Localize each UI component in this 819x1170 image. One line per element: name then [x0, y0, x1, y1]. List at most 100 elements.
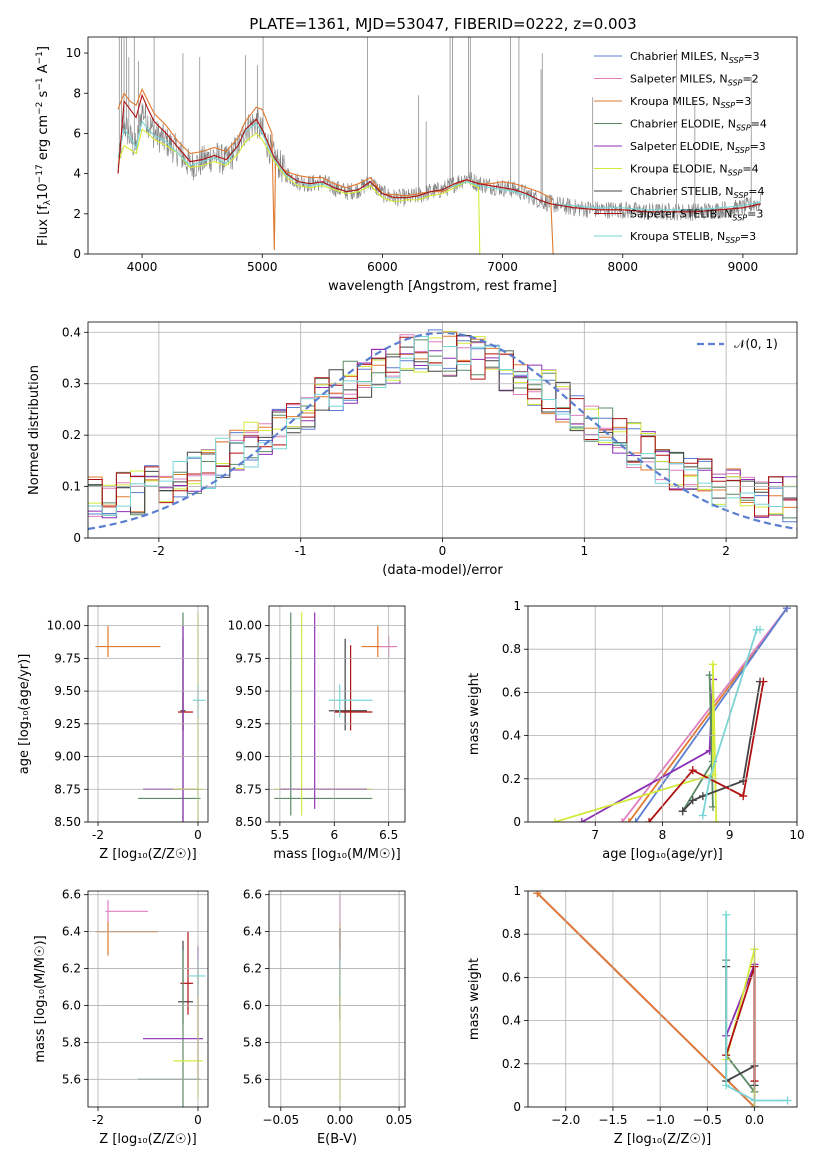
- x-tick-label: -1: [295, 544, 307, 558]
- y-tick-label: 9.25: [235, 717, 262, 731]
- x-tick-label: −2.0: [551, 1113, 580, 1127]
- weight-marker: [624, 818, 633, 822]
- legend-entry: Salpeter STELIB, NSSP=3: [630, 208, 763, 223]
- axes-frame: [268, 890, 406, 1108]
- y-axis-label-part: λ: [43, 199, 53, 205]
- x-tick-label: 5.5: [270, 828, 289, 842]
- y-tick-label: 9.75: [54, 651, 81, 665]
- y-tick-label: 6.0: [62, 998, 81, 1012]
- weight-marker: [782, 606, 791, 613]
- figure-title: PLATE=1361, MJD=53047, FIBERID=0222, z=0…: [249, 15, 636, 33]
- weight-marker: [712, 818, 721, 822]
- y-axis-label-part: −1: [35, 77, 45, 90]
- weight-line-kroupa_miles: [536, 892, 756, 1107]
- y-tick-label: 10.00: [47, 619, 81, 633]
- y-tick-label: 0.8: [502, 642, 521, 656]
- weight-marker: [577, 818, 586, 822]
- x-tick-label: 4000: [127, 260, 158, 274]
- y-axis-label: Flux [fλ10−17 erg cm−2 s−1 A−1]: [35, 46, 53, 246]
- y-tick-label: 0.1: [62, 480, 81, 494]
- y-tick-label: 1: [513, 599, 521, 613]
- y-tick-label: 5.8: [243, 1035, 262, 1049]
- y-tick-label: 10: [66, 46, 81, 60]
- y-tick-label: 6: [73, 126, 81, 140]
- legend-entry: Kroupa MILES, NSSP=3: [630, 95, 751, 110]
- weight-line-kroupa_stelib: [725, 914, 788, 1102]
- y-axis-label-part: Flux [f: [36, 205, 51, 246]
- y-tick-label: 6.2: [62, 962, 81, 976]
- x-axis-label: Z [log₁₀(Z/Z☉)]: [99, 1132, 196, 1147]
- y-tick-label: 9.00: [54, 750, 81, 764]
- weight-marker: [698, 811, 707, 820]
- x-tick-label: 0.0: [745, 1113, 764, 1127]
- x-tick-label: 5000: [247, 260, 278, 274]
- y-tick-label: 0.8: [502, 927, 521, 941]
- weight-marker: [645, 818, 654, 822]
- axes-frame: [527, 890, 798, 1108]
- x-tick-label: −1.0: [646, 1113, 675, 1127]
- y-tick-label: 9.00: [235, 750, 262, 764]
- weight-marker: [759, 677, 768, 686]
- x-tick-label: −1.5: [598, 1113, 627, 1127]
- y-axis-label: mass weight: [467, 958, 482, 1040]
- weight-marker: [722, 910, 731, 919]
- axes-frame: [87, 321, 798, 539]
- x-axis-label: E(B-V): [317, 1132, 357, 1147]
- model-kroupa_elodie: [117, 128, 481, 254]
- y-axis-label: Normed distribution: [27, 365, 42, 495]
- x-tick-label: 6000: [367, 260, 398, 274]
- x-axis-label: Z [log₁₀(Z/Z☉)]: [614, 1132, 711, 1147]
- y-tick-label: 0: [73, 531, 81, 545]
- x-tick-label: -2: [92, 1113, 104, 1127]
- axes-frame: [87, 36, 798, 255]
- y-tick-label: 6.6: [62, 888, 81, 902]
- y-tick-label: 0.3: [62, 377, 81, 391]
- y-axis-label-part: A: [36, 64, 51, 77]
- plot-area-weight_vs_age: [550, 606, 791, 822]
- model-salpeter_stelib: [117, 93, 762, 213]
- y-tick-label: 0.4: [502, 1014, 521, 1028]
- y-tick-label: 5.6: [62, 1072, 81, 1086]
- y-tick-label: 8.50: [54, 815, 81, 829]
- y-tick-label: 6.2: [243, 962, 262, 976]
- legend-entry: 𝒩(0, 1): [734, 337, 778, 351]
- axes-frame: [268, 605, 406, 823]
- weight-marker: [739, 792, 748, 801]
- x-tick-label: 8: [659, 828, 667, 842]
- weight-marker: [756, 625, 765, 634]
- y-tick-label: 0.4: [62, 325, 81, 339]
- x-tick-label: 0: [194, 828, 202, 842]
- x-tick-label: 10: [789, 828, 804, 842]
- y-tick-label: 4: [73, 167, 81, 181]
- panel-weight_vs_Z: −2.0 −1.5 −1.0 −0.5 0.0 0 0.2 0.4 0.6 0.8 1 Z [log₁…: [467, 884, 798, 1147]
- x-tick-label: −0.5: [693, 1113, 722, 1127]
- weight-marker: [688, 796, 697, 805]
- legend-entry: Kroupa STELIB, NSSP=3: [630, 230, 756, 245]
- y-tick-label: 5.8: [62, 1035, 81, 1049]
- y-tick-label: 0: [513, 815, 521, 829]
- panel-age_vs_mass: 5.5 6 6.5 8.50 8.75 9.00 9.25 9.50 9.75 10.00 mass…: [228, 605, 406, 862]
- x-tick-label: 1: [580, 544, 588, 558]
- weight-line-salpeter_stelib: [648, 681, 765, 822]
- x-tick-label: 0: [194, 1113, 202, 1127]
- y-axis-label-part: −1: [35, 51, 45, 64]
- y-tick-label: 9.25: [54, 717, 81, 731]
- y-tick-label: 0.2: [502, 772, 521, 786]
- y-tick-label: 6.0: [243, 998, 262, 1012]
- weight-marker: [631, 818, 640, 822]
- legend-entry: Kroupa ELODIE, NSSP=4: [630, 163, 759, 178]
- y-tick-label: 0: [73, 247, 81, 261]
- x-tick-label: 6.5: [379, 828, 398, 842]
- x-tick-label: 9000: [728, 260, 759, 274]
- y-tick-label: 0.2: [502, 1057, 521, 1071]
- legend-entry: Chabrier ELODIE, NSSP=4: [630, 118, 767, 133]
- legend-entry: Salpeter ELODIE, NSSP=3: [630, 140, 766, 155]
- weight-marker: [688, 766, 697, 775]
- legend: Chabrier MILES, NSSP=3 Salpeter MILES, NS…: [594, 50, 767, 245]
- y-axis-label-part: s: [36, 90, 51, 101]
- y-axis-label-part: ]: [36, 46, 51, 51]
- panel-residuals: -2 -1 0 1 2 0 0.1 0.2 0.3 0.4 (data-model)/error No…: [27, 321, 798, 578]
- y-axis-label-part: −17: [35, 164, 45, 183]
- weight-line-salpeter_miles: [621, 607, 788, 822]
- legend-entry: Chabrier STELIB, NSSP=4: [630, 185, 764, 200]
